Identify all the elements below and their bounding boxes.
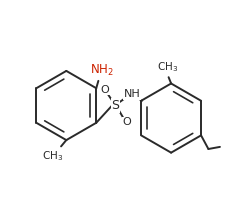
Text: S: S — [112, 99, 120, 112]
Text: CH$_3$: CH$_3$ — [42, 149, 64, 163]
Text: NH: NH — [124, 89, 141, 99]
Text: CH$_3$: CH$_3$ — [157, 60, 178, 74]
Text: O: O — [100, 85, 109, 95]
Text: NH$_2$: NH$_2$ — [90, 63, 114, 78]
Text: O: O — [122, 117, 131, 127]
